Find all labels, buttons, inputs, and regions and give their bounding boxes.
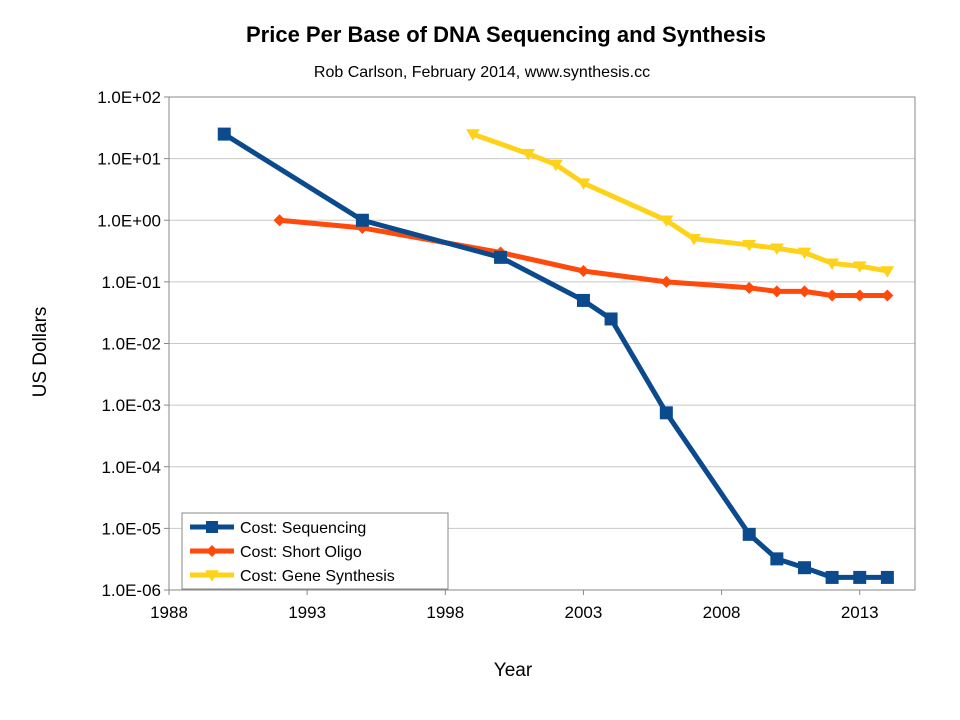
legend-entry-label: Cost: Sequencing: [240, 520, 366, 537]
data-point: [798, 285, 811, 298]
y-tick-label: 1.0E-05: [101, 519, 161, 538]
series-line: [222, 131, 888, 580]
chart-subtitle: Rob Carlson, February 2014, www.synthesi…: [314, 64, 650, 81]
y-tick-label: 1.0E-02: [101, 335, 161, 354]
data-point: [217, 127, 231, 141]
x-axis-label: Year: [494, 660, 533, 681]
data-point: [548, 159, 563, 172]
data-point: [825, 570, 839, 584]
chart-title: Price Per Base of DNA Sequencing and Syn…: [246, 22, 766, 47]
data-point: [825, 258, 840, 270]
x-tick-label: 1993: [288, 603, 326, 622]
x-tick-label: 2003: [565, 603, 603, 622]
x-tick-label: 2013: [841, 603, 879, 622]
data-point: [576, 178, 591, 190]
legend-entry-label: Cost: Gene Synthesis: [240, 568, 395, 585]
legend-swatch-marker: [206, 521, 218, 533]
x-axis-ticks: 1988 1993 1998 2003 2008 2013: [150, 590, 879, 622]
y-axis-label: US Dollars: [30, 307, 51, 398]
data-point: [659, 406, 673, 420]
data-point: [743, 281, 756, 294]
data-point: [687, 234, 701, 246]
series-line: [279, 217, 888, 298]
data-point: [355, 213, 369, 227]
legend-swatch-marker: [205, 570, 219, 582]
data-point: [852, 261, 867, 273]
series-cost-gene-synthesis: [466, 129, 895, 278]
data-point: [853, 289, 866, 302]
legend-entry-label: Cost: Short Oligo: [240, 544, 362, 561]
data-point: [881, 289, 894, 302]
data-point: [742, 527, 756, 541]
x-tick-label: 1988: [150, 603, 188, 622]
series-line: [472, 131, 888, 274]
data-point: [577, 265, 590, 278]
data-point: [660, 275, 673, 288]
y-tick-label: 1.0E-01: [101, 273, 161, 292]
data-point: [826, 289, 839, 302]
legend-swatch-marker: [206, 545, 218, 557]
data-point: [797, 561, 811, 575]
data-point: [494, 250, 508, 264]
series-cost-short-oligo: [273, 214, 894, 302]
y-tick-label: 1.0E-04: [101, 458, 161, 477]
y-axis-ticks: 1.0E+02 1.0E+01 1.0E+00 1.0E-01 1.0E-02 1.0E-…: [97, 88, 169, 600]
data-point: [880, 266, 895, 278]
data-point: [770, 552, 784, 566]
data-point: [853, 570, 867, 584]
legend: Cost: Sequencing Cost: Short Oligo Cost: G…: [181, 512, 449, 590]
data-point: [273, 214, 286, 227]
y-tick-label: 1.0E+01: [97, 150, 161, 169]
y-tick-label: 1.0E+02: [97, 88, 161, 107]
data-point: [769, 243, 784, 255]
x-tick-label: 1998: [426, 603, 464, 622]
data-point: [770, 285, 783, 298]
series-cost-sequencing: [217, 127, 894, 584]
x-tick-label: 2008: [703, 603, 741, 622]
data-point: [742, 239, 757, 252]
data-point: [659, 215, 674, 227]
y-tick-label: 1.0E-03: [101, 396, 161, 415]
data-point: [521, 148, 536, 161]
y-tick-label: 1.0E-06: [101, 581, 161, 600]
data-point: [604, 312, 618, 326]
data-point: [576, 293, 590, 307]
series-layer: [217, 127, 895, 584]
data-point: [880, 570, 894, 584]
data-point: [797, 247, 812, 260]
data-point: [466, 129, 480, 141]
y-tick-label: 1.0E+00: [97, 211, 161, 230]
